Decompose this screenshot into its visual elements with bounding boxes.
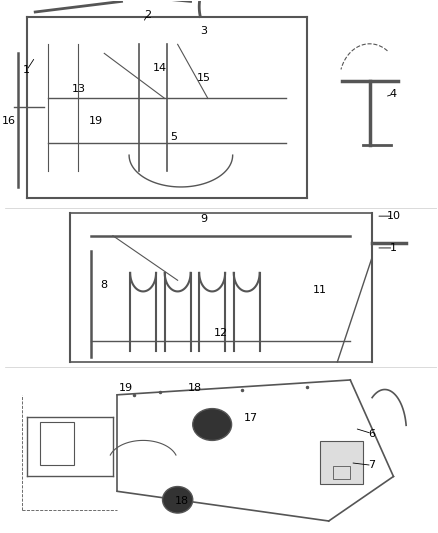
Text: 10: 10 — [386, 211, 400, 221]
Text: 17: 17 — [244, 413, 258, 423]
Text: 1: 1 — [23, 66, 30, 75]
Text: 13: 13 — [71, 84, 85, 94]
Text: 7: 7 — [368, 461, 375, 470]
Text: 1: 1 — [390, 243, 397, 253]
Text: 3: 3 — [200, 26, 207, 36]
Bar — [320, 441, 363, 484]
Bar — [39, 422, 74, 465]
Text: 6: 6 — [368, 429, 375, 439]
Text: 18: 18 — [188, 383, 202, 393]
Text: 18: 18 — [175, 496, 189, 506]
Text: 12: 12 — [214, 328, 228, 338]
Text: 15: 15 — [197, 73, 211, 83]
Text: 9: 9 — [200, 214, 207, 224]
Text: 19: 19 — [88, 116, 102, 126]
Bar — [333, 466, 350, 480]
Text: 5: 5 — [170, 132, 177, 142]
Text: 4: 4 — [390, 89, 397, 99]
Text: 19: 19 — [119, 383, 133, 393]
Text: 2: 2 — [144, 10, 151, 20]
Text: 8: 8 — [101, 280, 108, 290]
Text: 11: 11 — [313, 285, 327, 295]
Ellipse shape — [162, 487, 193, 513]
Text: 16: 16 — [2, 116, 16, 126]
Text: 14: 14 — [153, 63, 167, 72]
Ellipse shape — [193, 409, 232, 440]
